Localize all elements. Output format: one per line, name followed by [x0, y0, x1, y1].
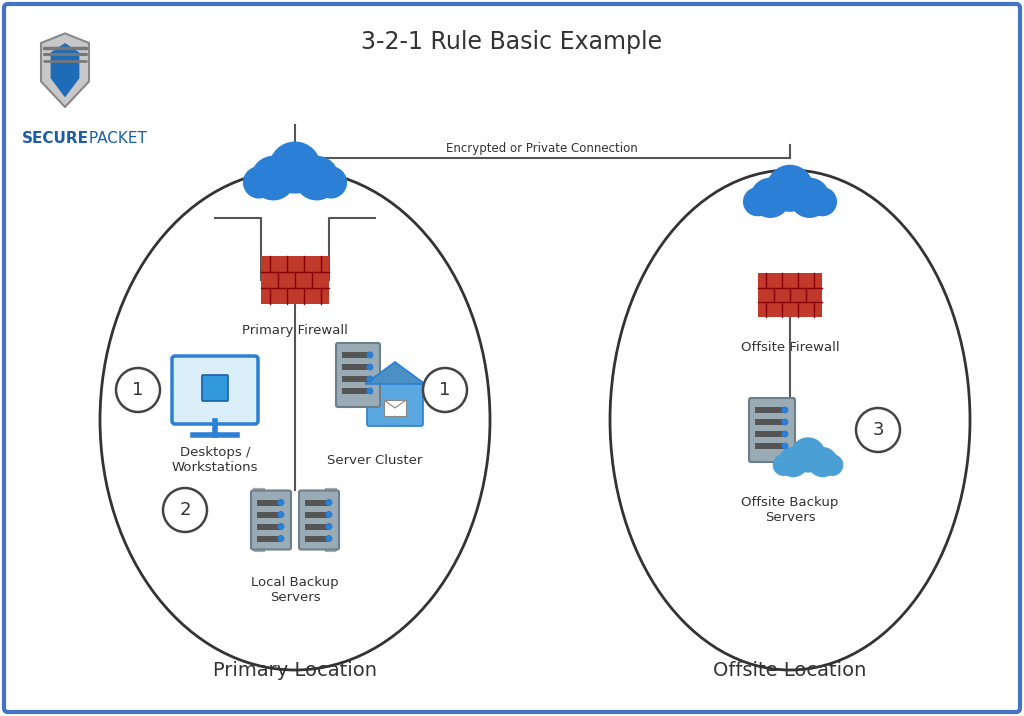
Circle shape — [808, 447, 838, 478]
Circle shape — [278, 523, 285, 530]
Circle shape — [781, 407, 788, 414]
Bar — [755, 443, 785, 449]
Circle shape — [326, 535, 333, 542]
Text: SECURE: SECURE — [22, 130, 89, 145]
Bar — [257, 523, 281, 530]
Text: Server Cluster: Server Cluster — [328, 453, 423, 467]
Circle shape — [743, 187, 772, 216]
Text: Desktops /
Workstations: Desktops / Workstations — [172, 446, 258, 474]
Circle shape — [808, 187, 837, 216]
FancyBboxPatch shape — [336, 343, 380, 407]
Text: Primary Location: Primary Location — [213, 660, 377, 679]
Circle shape — [781, 442, 788, 450]
Bar — [755, 407, 785, 413]
Bar — [261, 256, 329, 304]
Text: 2: 2 — [179, 501, 190, 519]
Circle shape — [781, 430, 788, 437]
Polygon shape — [365, 362, 425, 384]
Circle shape — [278, 535, 285, 542]
Circle shape — [423, 368, 467, 412]
Circle shape — [326, 499, 333, 506]
Circle shape — [243, 166, 275, 198]
Text: Local Backup
Servers: Local Backup Servers — [251, 576, 339, 604]
Text: 3: 3 — [872, 421, 884, 439]
Bar — [755, 431, 785, 437]
Circle shape — [751, 178, 791, 218]
FancyBboxPatch shape — [748, 195, 831, 208]
FancyBboxPatch shape — [776, 460, 840, 469]
Bar — [384, 400, 406, 416]
Polygon shape — [41, 34, 89, 107]
Circle shape — [278, 511, 285, 518]
Circle shape — [314, 166, 347, 198]
FancyBboxPatch shape — [172, 356, 258, 424]
Bar — [257, 536, 281, 541]
Circle shape — [856, 408, 900, 452]
Bar — [342, 388, 370, 394]
Circle shape — [326, 511, 333, 518]
Bar — [342, 364, 370, 370]
Text: Primary Firewall: Primary Firewall — [242, 324, 348, 337]
FancyBboxPatch shape — [251, 490, 291, 549]
Circle shape — [781, 418, 788, 425]
Text: Offsite Backup
Servers: Offsite Backup Servers — [741, 496, 839, 524]
Circle shape — [367, 364, 374, 370]
Circle shape — [278, 499, 285, 506]
Text: 1: 1 — [439, 381, 451, 399]
Circle shape — [767, 165, 813, 212]
Circle shape — [367, 352, 374, 359]
Bar — [305, 511, 329, 518]
Bar — [342, 352, 370, 358]
Bar — [755, 419, 785, 425]
Bar — [342, 376, 370, 382]
Bar — [257, 500, 281, 505]
Text: 1: 1 — [132, 381, 143, 399]
Text: 3-2-1 Rule Basic Example: 3-2-1 Rule Basic Example — [361, 30, 663, 54]
Circle shape — [821, 454, 844, 476]
FancyBboxPatch shape — [4, 4, 1020, 712]
Text: Offsite Location: Offsite Location — [714, 660, 866, 679]
FancyBboxPatch shape — [249, 175, 341, 188]
Circle shape — [294, 156, 339, 200]
Circle shape — [326, 523, 333, 530]
Circle shape — [163, 488, 207, 532]
Text: Encrypted or Private Connection: Encrypted or Private Connection — [446, 142, 638, 155]
Circle shape — [791, 437, 825, 473]
Circle shape — [790, 178, 829, 218]
Circle shape — [367, 387, 374, 395]
Polygon shape — [50, 43, 80, 97]
FancyBboxPatch shape — [202, 375, 228, 401]
Circle shape — [778, 447, 808, 478]
Circle shape — [116, 368, 160, 412]
Bar — [758, 273, 822, 317]
FancyBboxPatch shape — [299, 490, 339, 549]
FancyBboxPatch shape — [367, 382, 423, 426]
Circle shape — [367, 375, 374, 382]
Text: PACKET: PACKET — [84, 130, 146, 145]
Bar — [305, 523, 329, 530]
FancyBboxPatch shape — [749, 398, 795, 462]
Circle shape — [773, 454, 795, 476]
Bar — [305, 500, 329, 505]
Circle shape — [269, 142, 322, 193]
Bar — [305, 536, 329, 541]
Text: Offsite Firewall: Offsite Firewall — [740, 341, 840, 354]
Circle shape — [251, 156, 296, 200]
Bar — [257, 511, 281, 518]
